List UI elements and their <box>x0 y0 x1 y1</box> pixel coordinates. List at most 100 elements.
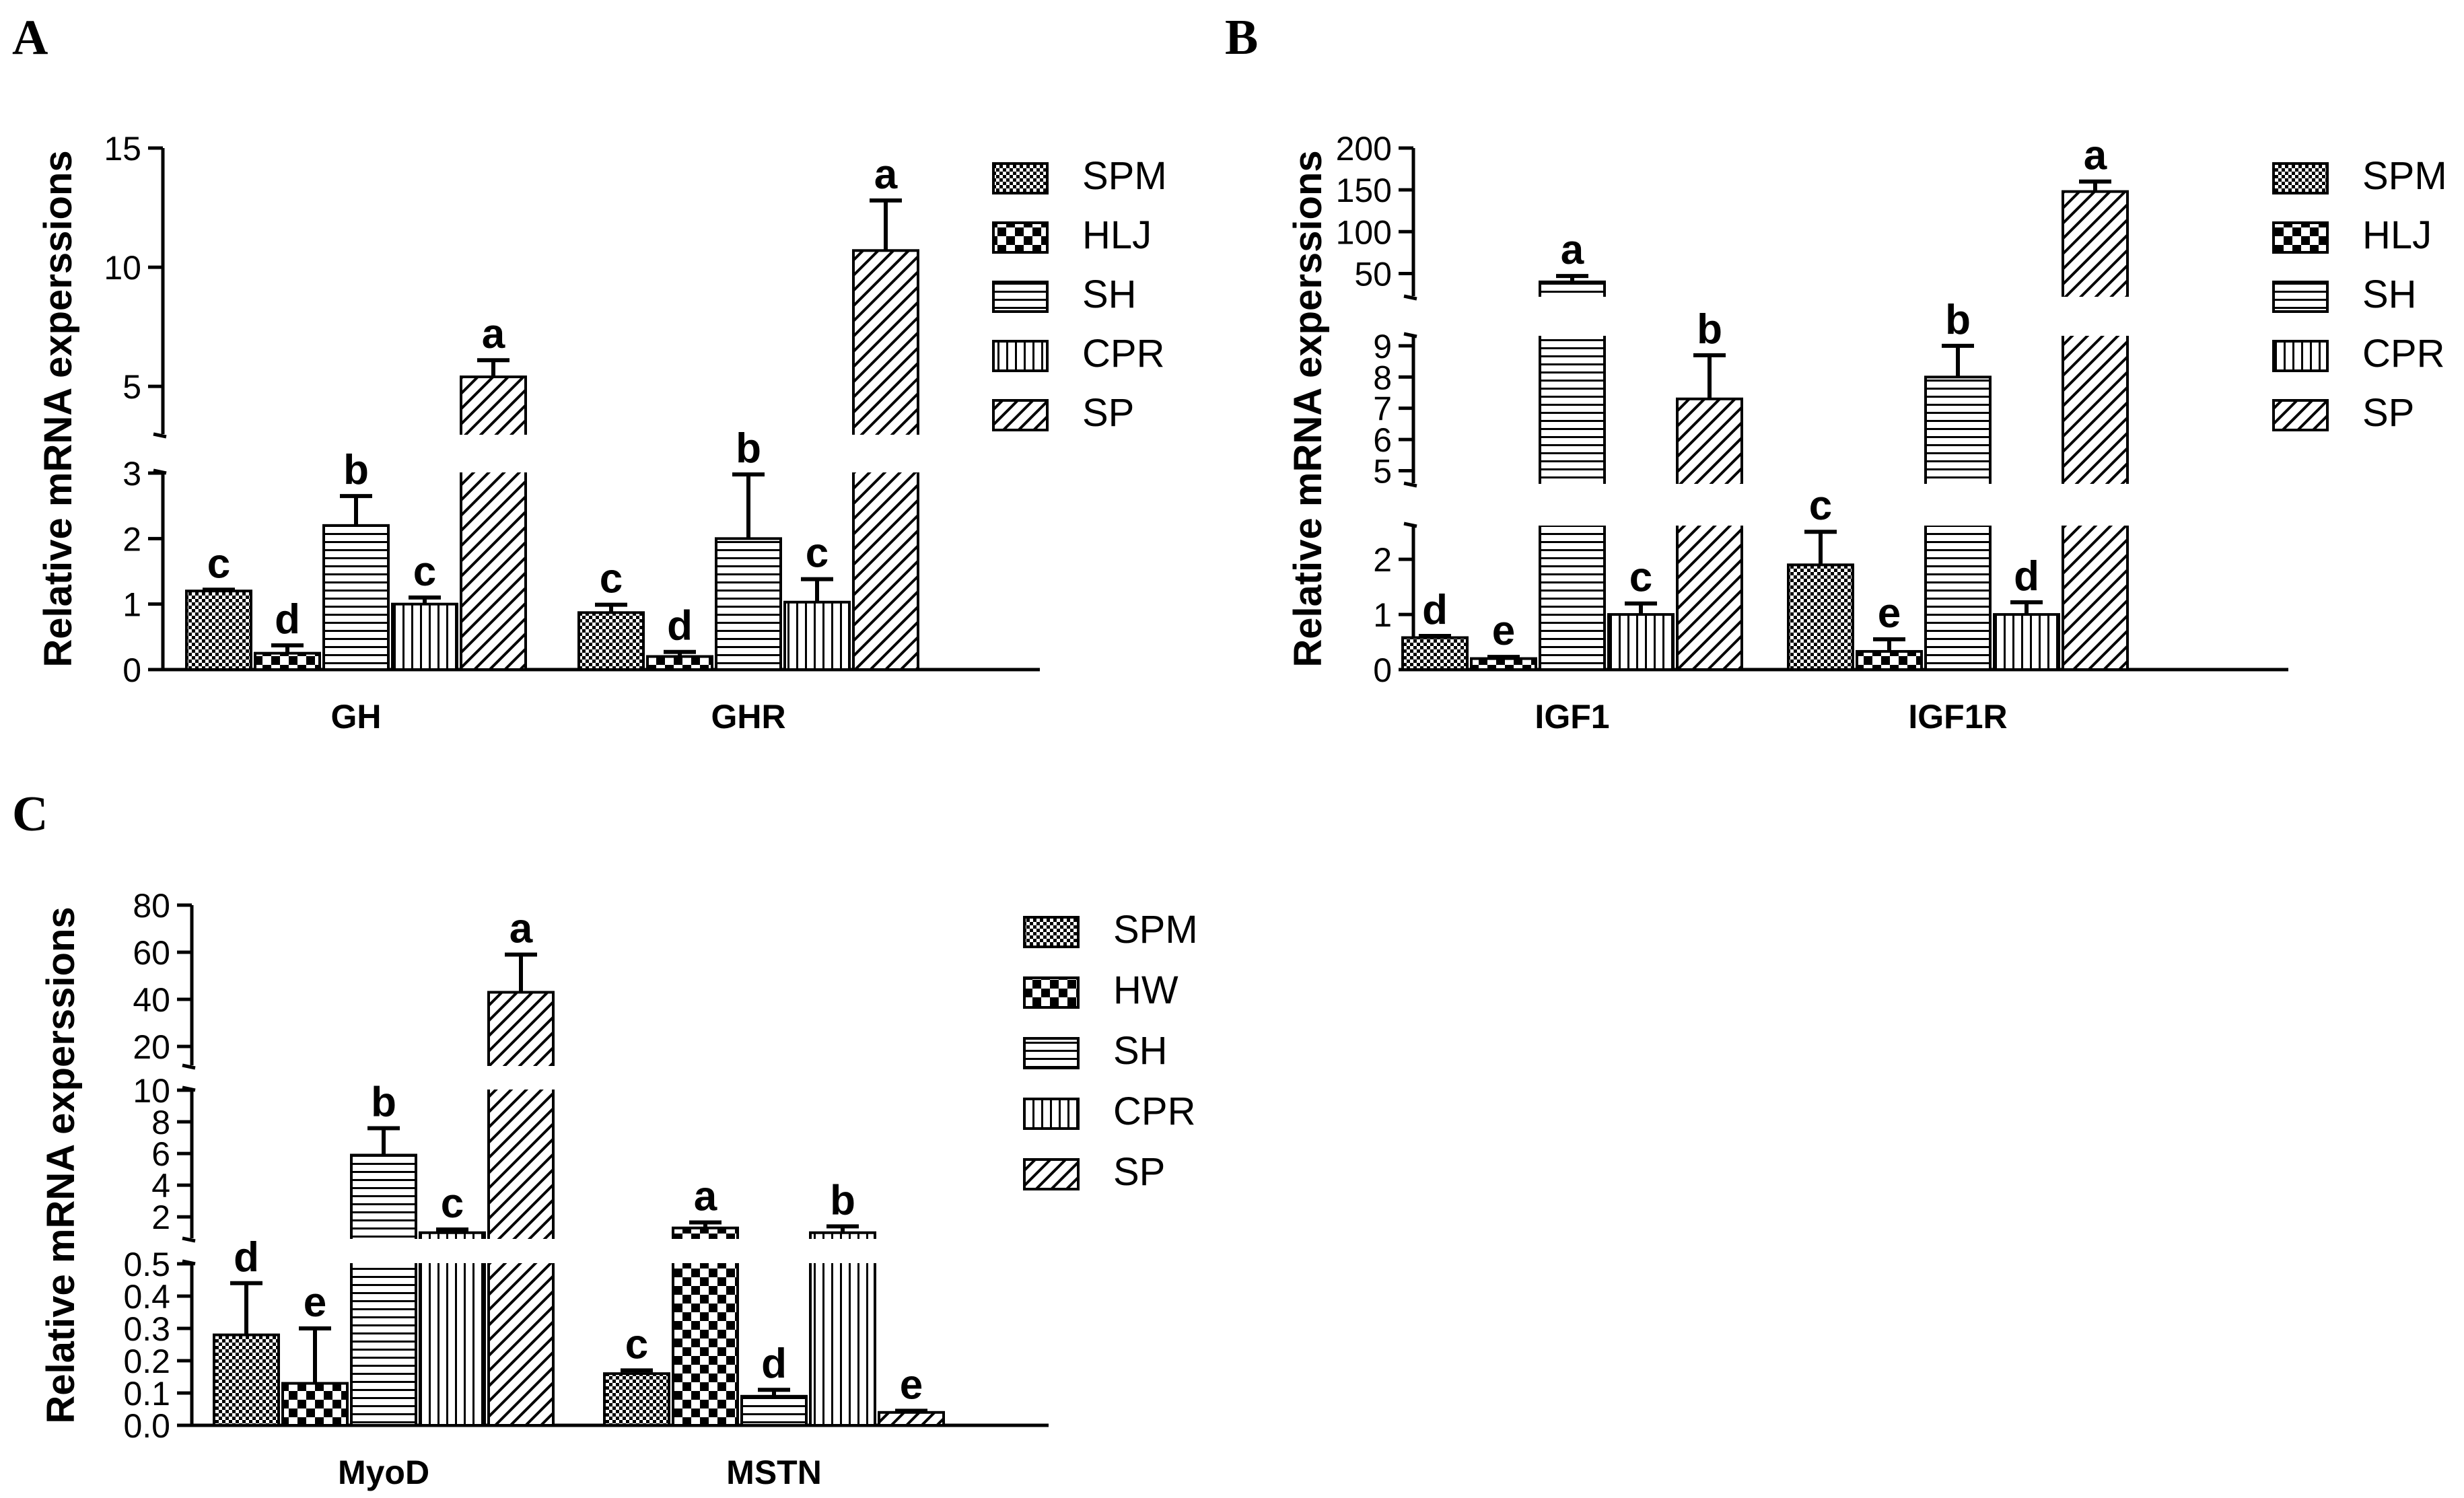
panel-c-bar-myod-sh <box>350 1153 417 1427</box>
panel-b-bar-igf1-sh <box>1539 280 1606 671</box>
panel-b-legend-swatch-cpr <box>2272 340 2329 372</box>
panel-c-y-tick-label: 0.3 <box>123 1310 170 1348</box>
panel-c-label: C <box>12 787 48 842</box>
panel-c-significance-letter: c <box>441 1180 464 1227</box>
panel-c-bar-myod-hw <box>281 1382 349 1427</box>
panel-b-bar-break-gap <box>1923 484 1993 526</box>
panel-b-y-tick-label: 5 <box>1373 452 1392 490</box>
panel-a-bar-gh-cpr <box>391 602 458 672</box>
panel-a-bar-gh-hlj <box>254 651 321 672</box>
panel-b-x-tick-label: IGF1R <box>1908 698 2007 736</box>
panel-b-y-tick-label: 200 <box>1336 130 1392 168</box>
panel-a-significance-letter: c <box>413 548 436 595</box>
panel-b-bar-igf1-hlj <box>1470 657 1537 671</box>
panel-b-significance-letter: a <box>1561 227 1584 273</box>
panel-c-legend-label: SH <box>1113 1029 1168 1073</box>
panel-b-bar-igf1-cpr <box>1607 613 1675 671</box>
panel-b-significance-letter: e <box>1492 608 1515 654</box>
panel-a-legend-label: SPM <box>1082 154 1167 198</box>
panel-c-bar-myod-sp <box>487 991 555 1427</box>
panel-c-legend-swatch-spm <box>1023 916 1080 948</box>
panel-c-y-tick-label: 0.5 <box>123 1246 170 1283</box>
panel-c-x-tick-label: MSTN <box>726 1454 822 1491</box>
panel-b-y-tick-label: 7 <box>1373 390 1392 428</box>
panel-b-y-tick-label: 150 <box>1336 172 1392 209</box>
panel-c-significance-letter: b <box>830 1177 855 1223</box>
panel-b-y-tick-label: 50 <box>1354 255 1392 293</box>
panel-b-ylabel: Relative mRNA experssions <box>1286 150 1330 667</box>
panel-a-legend-swatch-sp <box>992 399 1049 431</box>
panel-a-y-tick-label: 0 <box>122 651 141 689</box>
panel-b-legend-label: SPM <box>2362 154 2447 198</box>
panel-c-y-tick-label: 4 <box>151 1167 170 1205</box>
panel-a-legend-label: SH <box>1082 273 1137 316</box>
panel-a-y-tick-label: 3 <box>122 455 141 493</box>
panel-a-significance-letter: d <box>275 596 300 643</box>
panel-c-bar-myod-cpr <box>419 1231 486 1427</box>
panel-c-legend-swatch-hw <box>1023 976 1080 1009</box>
panel-b-y-tick-label: 6 <box>1373 421 1392 459</box>
panel-b-bar-break-gap <box>1537 484 1607 526</box>
panel-a-bar-gh-spm <box>185 590 252 672</box>
panel-b-y-tick-label: 100 <box>1336 213 1392 251</box>
panel-b-axis-break-mark <box>1403 522 1417 528</box>
panel-a-legend-swatch-hlj <box>992 221 1049 254</box>
panel-a-legend-swatch-sh <box>992 281 1049 313</box>
panel-b-bar-igf1r-sp <box>2062 190 2129 672</box>
panel-b-y-tick-label: 9 <box>1373 328 1392 365</box>
panel-a-ylabel: Relative mRNA experssions <box>36 150 80 667</box>
panel-b-y-tick-label: 1 <box>1373 596 1392 634</box>
panel-b-axis-break-mark <box>1403 481 1417 488</box>
panel-a-significance-letter: c <box>207 540 230 587</box>
panel-c-y-tick-label: 0.2 <box>123 1343 170 1380</box>
panel-a-y-tick-label: 15 <box>104 130 141 168</box>
panel-a-bar-ghr-hlj <box>646 655 713 671</box>
panel-a-bar-ghr-spm <box>577 611 645 672</box>
panel-b-significance-letter: d <box>1422 587 1448 633</box>
panel-c-bar-mstn-sp <box>878 1411 945 1427</box>
panel-c-significance-letter: e <box>304 1279 326 1326</box>
panel-c-significance-letter: e <box>900 1361 923 1408</box>
panel-c-legend-label: HW <box>1113 968 1178 1012</box>
panel-a-y-tick-label: 5 <box>122 368 141 406</box>
panel-b-legend-swatch-sp <box>2272 399 2329 431</box>
panel-c-bar-mstn-sh <box>740 1394 808 1427</box>
panel-b-legend-swatch-sh <box>2272 281 2329 313</box>
panel-c-bar-mstn-cpr <box>809 1231 876 1427</box>
panel-a-axis-break-mark <box>153 432 167 439</box>
panel-b-bar-igf1r-hlj <box>1856 649 1923 672</box>
panel-c-significance-letter: a <box>509 906 533 952</box>
panel-c-y-tick-label: 2 <box>151 1199 170 1236</box>
panel-a-significance-letter: b <box>343 447 369 493</box>
panel-b-significance-letter: c <box>1629 555 1652 601</box>
panel-c-legend-label: SPM <box>1113 908 1198 952</box>
panel-b-bar-break-gap <box>1537 297 1607 336</box>
panel-b-legend-swatch-spm <box>2272 162 2329 194</box>
panel-c-legend-label: SP <box>1113 1150 1165 1194</box>
panel-c-axis-break-mark <box>182 1236 196 1243</box>
panel-b-label: B <box>1225 10 1258 65</box>
panel-c-y-tick-label: 6 <box>151 1135 170 1173</box>
panel-b-axis-break-mark <box>1403 294 1417 301</box>
panel-a-label: A <box>12 10 48 65</box>
panel-b-bar-break-gap <box>1675 484 1745 526</box>
panel-b-legend-label: HLJ <box>2362 213 2432 257</box>
panel-c-y-tick-label: 80 <box>133 887 170 925</box>
panel-b-legend-label: SH <box>2362 273 2417 316</box>
panel-a-legend-label: HLJ <box>1082 213 1152 257</box>
panel-c-ylabel: Relative mRNA experssions <box>39 906 83 1423</box>
panel-a-significance-letter: c <box>806 530 829 577</box>
panel-b-y-tick-label: 0 <box>1373 651 1392 689</box>
panel-b-legend-label: SP <box>2362 391 2414 435</box>
panel-a-legend-label: SP <box>1082 391 1134 435</box>
panel-b-legend-swatch-hlj <box>2272 221 2329 254</box>
panel-c-legend-label: CPR <box>1113 1090 1195 1133</box>
panel-b-bar-break-gap <box>2060 297 2130 336</box>
panel-c-y-tick-label: 10 <box>133 1072 170 1110</box>
panel-c-y-tick-label: 40 <box>133 981 170 1019</box>
panel-b-significance-letter: c <box>1809 483 1832 529</box>
panel-a-bar-gh-sh <box>322 524 390 671</box>
panel-a-y-tick-label: 1 <box>122 586 141 624</box>
